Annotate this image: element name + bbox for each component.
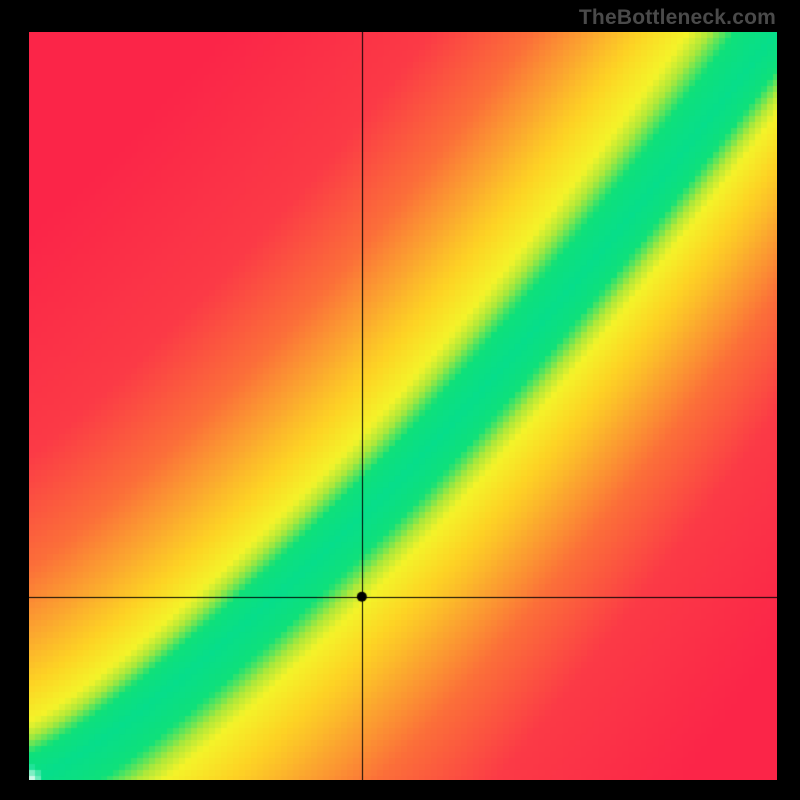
watermark-text: TheBottleneck.com (579, 6, 776, 30)
chart-frame: TheBottleneck.com (0, 0, 800, 800)
crosshair-overlay (29, 32, 777, 780)
